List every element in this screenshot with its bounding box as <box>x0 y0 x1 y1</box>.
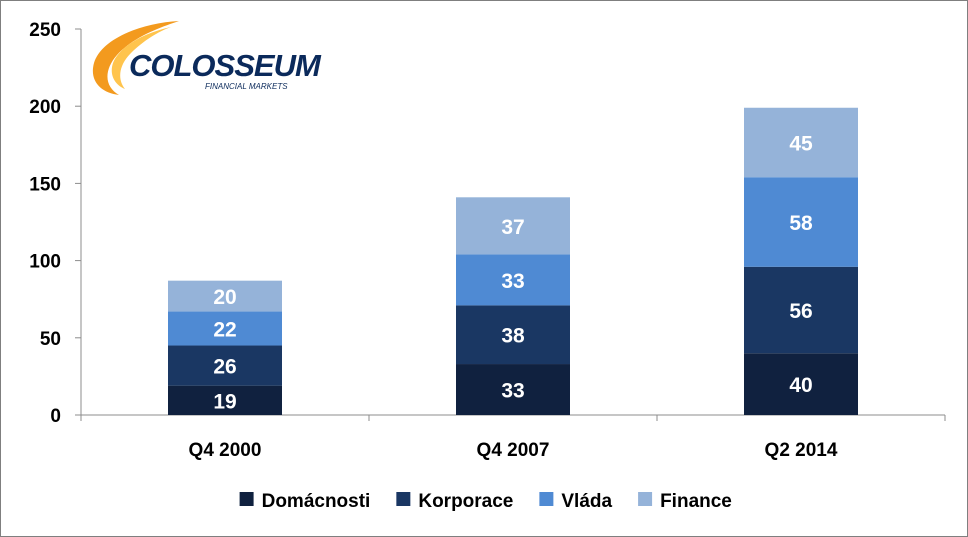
legend: Domácnosti Korporace Vláda Finance <box>239 491 732 512</box>
data-label: 33 <box>501 270 524 293</box>
y-axis-ticks: 0 50 100 150 200 250 <box>29 20 81 427</box>
data-label: 38 <box>501 325 525 348</box>
data-label: 26 <box>213 356 236 379</box>
colosseum-logo: COLOSSEUM FINANCIAL MARKETS <box>92 21 323 95</box>
x-axis-ticks <box>80 415 946 421</box>
legend-swatch <box>539 492 554 506</box>
bar-segment <box>744 353 858 415</box>
y-tick-label: 250 <box>29 20 61 41</box>
data-label: 19 <box>213 390 236 413</box>
legend-item: Korporace <box>396 491 513 512</box>
category-label: Q4 2000 <box>189 440 262 461</box>
y-tick-label: 50 <box>40 329 61 350</box>
category-label: Q2 2014 <box>765 440 838 461</box>
legend-swatch <box>638 492 653 506</box>
bar-segment <box>168 311 282 346</box>
data-label: 40 <box>789 374 812 397</box>
bar-segments <box>168 107 858 415</box>
legend-swatch <box>396 492 411 506</box>
y-tick-label: 100 <box>29 252 61 273</box>
bar-segment <box>168 385 282 415</box>
category-label: Q4 2007 <box>477 440 550 461</box>
y-tick-label: 0 <box>50 406 61 427</box>
bar-segment <box>744 177 858 267</box>
bar-segment <box>456 305 570 365</box>
bar-segment <box>168 280 282 312</box>
bar-segment <box>744 107 858 178</box>
legend-label: Finance <box>660 491 732 512</box>
legend-item: Domácnosti <box>239 491 371 512</box>
bar-segment <box>456 364 570 415</box>
y-tick-label: 150 <box>29 174 61 195</box>
logo-swoosh-icon <box>92 21 179 95</box>
data-label: 58 <box>789 212 813 235</box>
bar-segment <box>744 266 858 354</box>
data-labels: 19 26 22 20 33 38 33 37 40 56 58 45 <box>213 132 813 413</box>
data-label: 22 <box>213 319 236 342</box>
category-labels: Q4 2000 Q4 2007 Q2 2014 <box>189 440 838 461</box>
data-label: 37 <box>501 216 524 239</box>
legend-label: Korporace <box>418 491 513 512</box>
legend-swatch <box>239 492 254 506</box>
legend-item: Finance <box>638 491 732 512</box>
data-label: 20 <box>213 286 236 309</box>
logo-swoosh-inner-icon <box>111 27 171 89</box>
logo-wordmark: COLOSSEUM <box>129 48 322 83</box>
data-label: 56 <box>789 300 812 323</box>
data-label: 45 <box>789 132 813 155</box>
data-label: 33 <box>501 380 524 403</box>
bar-segment <box>168 345 282 386</box>
bar-segment <box>456 254 570 306</box>
y-tick-label: 200 <box>29 97 61 118</box>
legend-item: Vláda <box>539 491 613 512</box>
bar-segment <box>456 197 570 255</box>
legend-label: Domácnosti <box>262 491 371 512</box>
legend-label: Vláda <box>561 491 612 512</box>
logo-tagline: FINANCIAL MARKETS <box>205 82 288 91</box>
